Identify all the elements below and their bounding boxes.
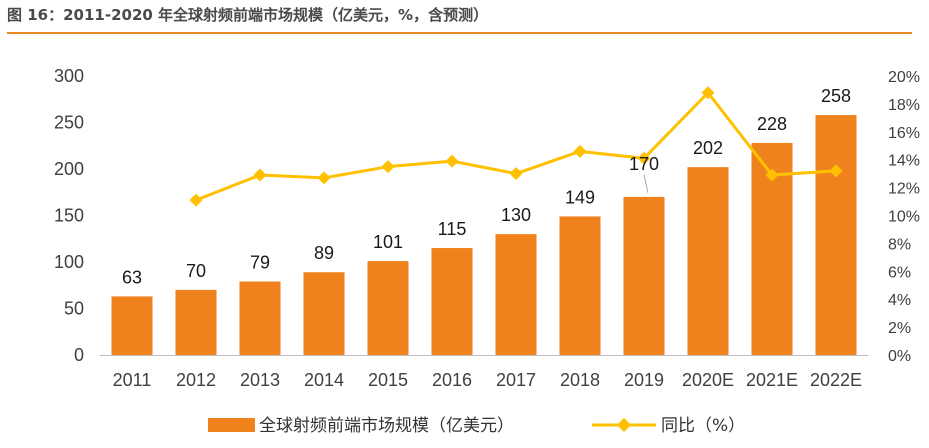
x-tick-label: 2020E (682, 370, 734, 390)
x-axis: 2011 2012 2013 2014 2015 2016 2017 2018 2019 2020… (113, 370, 862, 390)
x-tick-label: 2013 (240, 370, 280, 390)
bar (111, 296, 153, 355)
y-tick-label: 100 (54, 252, 84, 272)
growth-marker (445, 154, 459, 168)
y2-tick-label: 6% (888, 264, 911, 281)
bar-data-label: 101 (373, 232, 403, 252)
x-tick-label: 2016 (432, 370, 472, 390)
bar (431, 248, 473, 355)
legend: 全球射频前端市场规模（亿美元） 同比（%） (208, 416, 745, 436)
bar (495, 234, 537, 355)
data-label-leader (643, 174, 649, 194)
y-tick-label: 0 (74, 345, 84, 365)
bar (815, 115, 857, 355)
y-tick-label: 200 (54, 159, 84, 179)
x-tick-label: 2014 (304, 370, 344, 390)
bar-data-label: 89 (314, 243, 334, 263)
growth-line-series (189, 86, 843, 207)
growth-marker (637, 151, 651, 165)
bar-data-label: 228 (757, 114, 787, 134)
legend-bar-swatch (208, 418, 255, 432)
bar-data-labels: 63 70 79 89 101 115 130 149 170 202 228 258 (122, 86, 851, 287)
y2-tick-label: 2% (888, 320, 911, 337)
bar (559, 216, 601, 355)
bar-data-label: 79 (250, 253, 270, 273)
y-tick-label: 150 (54, 206, 84, 226)
growth-marker (189, 193, 203, 207)
x-tick-label: 2021E (746, 370, 798, 390)
y-tick-label: 300 (54, 66, 84, 86)
growth-marker (829, 164, 843, 178)
bar (687, 167, 729, 355)
x-tick-label: 2015 (368, 370, 408, 390)
legend-line-label: 同比（%） (661, 416, 745, 436)
bar-data-label: 115 (438, 219, 467, 239)
y-axis: 0 50 100 150 200 250 300 (54, 66, 84, 365)
growth-marker (381, 160, 395, 174)
growth-marker (573, 144, 587, 158)
y2-tick-label: 0% (888, 348, 911, 365)
bar-data-label: 149 (565, 187, 595, 207)
y2-tick-label: 12% (888, 181, 920, 198)
growth-marker (509, 167, 523, 181)
y2-tick-label: 8% (888, 236, 911, 253)
y2-tick-label: 4% (888, 292, 911, 309)
growth-marker (701, 86, 715, 100)
y2-tick-label: 18% (888, 97, 920, 114)
bar-data-label: 130 (501, 205, 531, 225)
y-tick-label: 250 (54, 113, 84, 133)
x-tick-label: 2018 (560, 370, 600, 390)
bar-data-label: 70 (186, 261, 206, 281)
bar (367, 261, 409, 355)
x-tick-label: 2011 (113, 370, 152, 390)
bar (239, 281, 281, 355)
bar (623, 196, 665, 355)
bar-series (111, 115, 857, 355)
bar-data-label: 258 (821, 86, 851, 106)
y2-tick-label: 16% (888, 125, 920, 142)
bar (175, 289, 217, 355)
y2-axis: 0% 2% 4% 6% 8% 10% 12% 14% 16% 18% 20% (888, 69, 920, 365)
bar-data-label: 170 (629, 154, 659, 174)
y2-tick-label: 14% (888, 153, 920, 170)
y2-tick-label: 10% (888, 209, 920, 226)
x-tick-label: 2012 (176, 370, 216, 390)
x-tick-label: 2022E (810, 370, 862, 390)
growth-marker (765, 168, 779, 182)
growth-marker (253, 168, 267, 182)
legend-line-marker (617, 418, 631, 432)
chart-title: 图 16：2011-2020 年全球射频前端市场规模（亿美元，%，含预测） (7, 6, 489, 24)
bar-data-label: 63 (122, 267, 142, 287)
bar-data-label: 202 (693, 138, 723, 158)
legend-bar-label: 全球射频前端市场规模（亿美元） (259, 416, 514, 436)
growth-marker (317, 171, 331, 185)
y-tick-label: 50 (64, 299, 84, 319)
bar (303, 272, 345, 355)
title-rule (7, 32, 912, 34)
x-tick-label: 2017 (496, 370, 536, 390)
growth-line (195, 91, 837, 202)
x-tick-label: 2019 (624, 370, 664, 390)
y2-tick-label: 20% (888, 69, 920, 86)
